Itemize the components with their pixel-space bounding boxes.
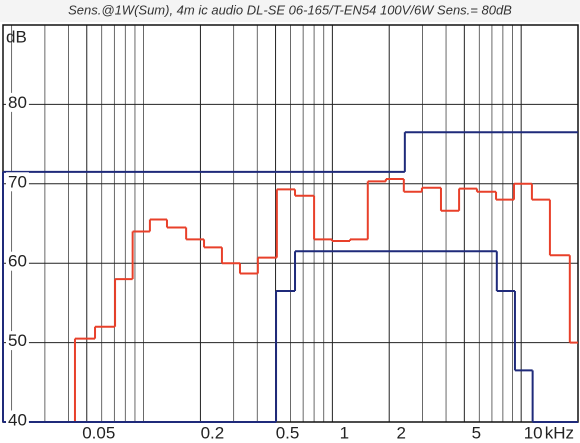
x-tick-label: 5 <box>472 423 481 442</box>
y-tick-label: 50 <box>8 331 27 350</box>
label-bg <box>469 423 484 443</box>
label-bg <box>542 423 576 443</box>
label-bg <box>6 251 29 271</box>
label-bg <box>6 331 29 351</box>
x-axis-label: kHz <box>545 423 574 442</box>
y-axis-label: dB <box>6 27 27 46</box>
x-tick-label: 0.05 <box>82 423 115 442</box>
label-bg <box>394 423 408 443</box>
label-bg <box>273 423 302 443</box>
label-bg <box>6 92 29 112</box>
x-tick-label: 0.2 <box>201 423 225 442</box>
y-tick-label: 40 <box>8 410 27 429</box>
grid <box>2 24 579 423</box>
label-bg <box>337 423 352 443</box>
chart-title: Sens.@1W(Sum), 4m ic audio DL-SE 06-165/… <box>68 2 512 17</box>
y-tick-label: 60 <box>8 252 27 271</box>
y-tick-label: 80 <box>8 93 27 112</box>
y-tick-label: 70 <box>8 172 27 191</box>
marks <box>2 131 578 423</box>
label-bg <box>80 423 118 443</box>
x-tick-label: 0.5 <box>276 423 300 442</box>
labels: 40 50 60 70 80 dB 0.05 0.2 0.5 1 2 5 10 kHz <box>6 27 576 443</box>
x-tick-label: 2 <box>396 423 405 442</box>
x-tick-label: 10 <box>524 423 543 442</box>
label-bg <box>521 423 545 443</box>
x-tick-label: 1 <box>340 423 349 442</box>
label-bg <box>198 423 227 443</box>
label-bg <box>6 172 29 192</box>
title-bar <box>0 0 580 22</box>
label-bg <box>6 410 29 430</box>
